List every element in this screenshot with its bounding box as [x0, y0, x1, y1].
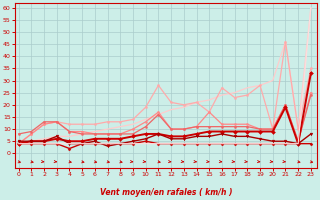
- X-axis label: Vent moyen/en rafales ( km/h ): Vent moyen/en rafales ( km/h ): [100, 188, 232, 197]
